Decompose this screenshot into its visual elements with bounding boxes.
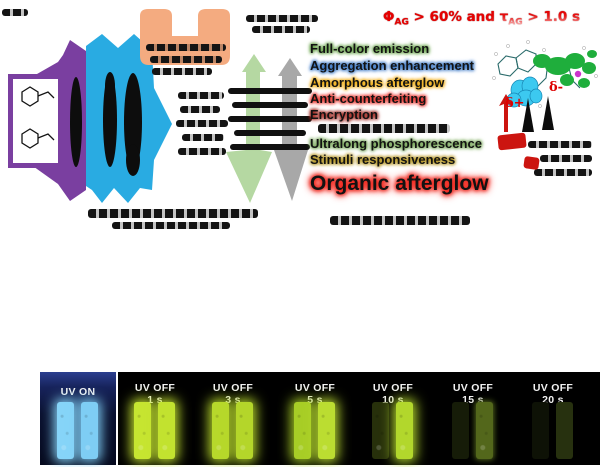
uv-off-label: UV OFF — [372, 382, 414, 394]
photo-panel-5s: UV OFF 5 s — [280, 372, 350, 465]
keyword-aggregation: Aggregation enhancement — [310, 58, 474, 73]
vial — [318, 402, 335, 459]
illegible-text — [152, 68, 212, 75]
illegible-text — [178, 148, 226, 155]
green-orbital-lobes — [533, 50, 597, 88]
uv-off-label: UV OFF — [212, 382, 254, 394]
red-annotation-mark — [497, 132, 527, 151]
uv-off-label: UV OFF — [134, 382, 176, 394]
guest-molecule-sketch — [21, 86, 55, 149]
photo-panel-1s: UV OFF 1 s — [120, 372, 190, 465]
uv-off-label: UV OFF — [294, 382, 336, 394]
delta-minus-label: δ- — [549, 80, 564, 95]
illegible-text — [252, 26, 310, 33]
illegible-text — [246, 15, 318, 22]
vial — [372, 402, 389, 459]
vial — [476, 402, 493, 459]
red-annotation-mark — [523, 156, 540, 170]
vial — [294, 402, 311, 459]
photo-panel-10s: UV OFF 10 s — [358, 372, 428, 465]
time-label: 10 s — [382, 394, 404, 406]
illegible-text — [528, 141, 592, 148]
illegible-text — [534, 169, 592, 176]
illegible-text — [2, 9, 28, 16]
vial — [236, 402, 253, 459]
afterglow-photo-strip: UV ON UV OFF 1 s UV OFF 3 s UV OFF 5 s — [40, 372, 600, 465]
vial — [57, 402, 74, 459]
delta-plus-label: δ+ — [505, 96, 525, 111]
uv-off-label: UV OFF — [452, 382, 494, 394]
vial — [532, 402, 549, 459]
vial — [212, 402, 229, 459]
photo-panel-20s: UV OFF 20 s — [518, 372, 588, 465]
uv-on-label: UV ON — [60, 386, 96, 398]
gray-double-arrow — [274, 58, 308, 201]
vial — [396, 402, 413, 459]
scheme-arrows-art — [8, 9, 312, 203]
vial — [81, 402, 98, 459]
molecule-art — [492, 40, 598, 108]
time-label: 3 s — [225, 394, 241, 406]
illegible-text — [112, 222, 230, 229]
illegible-text — [330, 216, 470, 225]
vial — [556, 402, 573, 459]
illegible-text — [178, 92, 224, 99]
orange-arch — [140, 9, 230, 65]
keyword-anticounterfeiting: Anti-counterfeiting — [310, 91, 427, 106]
time-label: 5 s — [307, 394, 323, 406]
illegible-text — [182, 134, 224, 141]
illegible-text — [150, 56, 222, 63]
cyan-orbital-cluster — [506, 76, 543, 108]
time-label: 20 s — [542, 394, 564, 406]
illegible-text — [176, 120, 228, 127]
keyword-organic-afterglow: Organic afterglow — [310, 172, 489, 195]
afterglow-metrics-headline: ΦAG > 60% and τAG > 1.0 s — [383, 9, 581, 28]
keyword-encryption: Encryption — [310, 107, 378, 122]
keyword-stimuli: Stimuli responsiveness — [310, 152, 456, 167]
vial — [158, 402, 175, 459]
uv-off-panels: UV OFF 1 s UV OFF 3 s UV OFF 5 s UV OFF … — [118, 372, 600, 465]
vial — [452, 402, 469, 459]
time-label: 1 s — [147, 394, 163, 406]
photo-panel-uv-on: UV ON — [40, 372, 116, 465]
illegible-text — [88, 209, 258, 218]
time-label: 15 s — [462, 394, 484, 406]
green-double-arrow — [226, 54, 272, 203]
hydrogen-atoms — [492, 40, 598, 108]
vial — [134, 402, 151, 459]
photo-panel-15s: UV OFF 15 s — [438, 372, 508, 465]
illegible-text — [318, 124, 450, 133]
photo-panel-3s: UV OFF 3 s — [198, 372, 268, 465]
phosphorus-atom — [574, 70, 582, 78]
illegible-text — [540, 155, 592, 162]
uv-off-label: UV OFF — [532, 382, 574, 394]
keyword-ultralong: Ultralong phosphorescence — [310, 136, 482, 151]
ink-lines-over-arrows — [228, 88, 312, 150]
keyword-amorphous: Amorphous afterglow — [310, 75, 445, 90]
molecular-stack-ink — [70, 72, 142, 176]
illegible-text — [146, 44, 226, 51]
red-up-arrow — [499, 94, 513, 132]
keyword-full-color: Full-color emission — [310, 41, 430, 56]
illegible-text — [180, 106, 220, 113]
dipole-arrows — [499, 94, 554, 132]
